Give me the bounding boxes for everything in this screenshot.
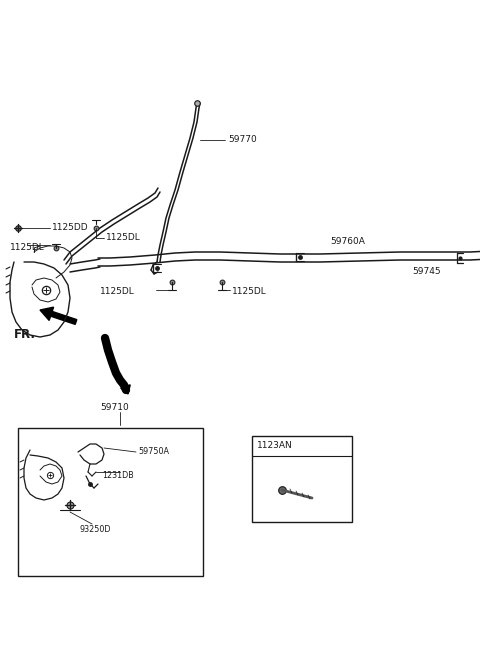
- Text: 59710: 59710: [100, 403, 129, 413]
- FancyArrow shape: [121, 385, 130, 394]
- Text: FR.: FR.: [14, 329, 36, 342]
- Text: 93250D: 93250D: [80, 525, 111, 535]
- Text: 1125DL: 1125DL: [100, 287, 135, 297]
- Text: 1125DL: 1125DL: [10, 243, 45, 253]
- Text: 1123AN: 1123AN: [257, 441, 293, 451]
- Text: 1125DL: 1125DL: [106, 232, 141, 241]
- Bar: [252, 436, 352, 522]
- Text: 1125DD: 1125DD: [52, 224, 89, 232]
- Text: 1125DL: 1125DL: [232, 287, 267, 297]
- Bar: [18, 428, 203, 576]
- Text: 59750A: 59750A: [138, 447, 169, 457]
- Text: 59770: 59770: [228, 136, 257, 144]
- Text: 1231DB: 1231DB: [102, 470, 134, 480]
- FancyArrow shape: [40, 307, 77, 324]
- Text: 59760A: 59760A: [330, 237, 365, 247]
- Text: 59745: 59745: [412, 268, 441, 276]
